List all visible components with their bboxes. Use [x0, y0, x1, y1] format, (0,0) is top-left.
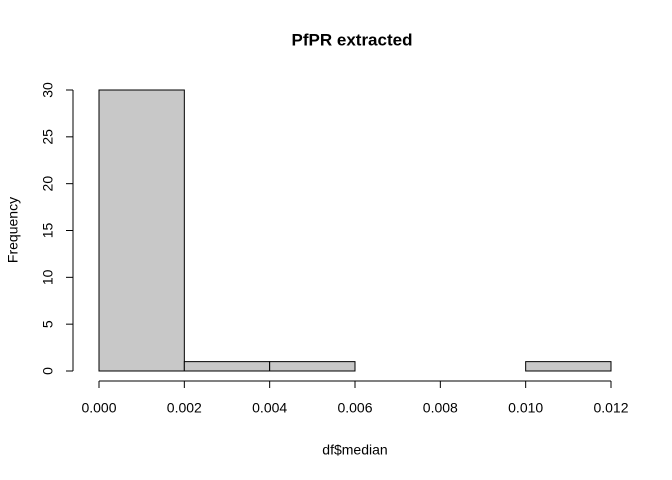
y-tick-label: 0	[40, 367, 56, 375]
y-tick-label: 15	[40, 223, 56, 239]
y-axis-label: Frequency	[5, 197, 21, 263]
y-tick-label: 20	[40, 176, 56, 192]
x-tick-label: 0.004	[252, 400, 287, 416]
x-tick-label: 0.000	[81, 400, 116, 416]
x-tick-label: 0.010	[508, 400, 543, 416]
y-tick-label: 30	[40, 82, 56, 98]
y-tick-label: 25	[40, 129, 56, 145]
y-tick-label: 10	[40, 269, 56, 285]
bar	[183, 361, 271, 372]
x-tick-label: 0.006	[337, 400, 372, 416]
x-tick-label: 0.002	[167, 400, 202, 416]
bar	[525, 361, 612, 372]
bar	[98, 89, 185, 372]
x-axis-label: df$median	[322, 442, 387, 458]
bar	[269, 361, 356, 372]
x-tick-label: 0.008	[423, 400, 458, 416]
x-tick-label: 0.012	[593, 400, 628, 416]
chart-title: PfPR extracted	[292, 30, 413, 49]
y-tick-label: 5	[40, 320, 56, 328]
